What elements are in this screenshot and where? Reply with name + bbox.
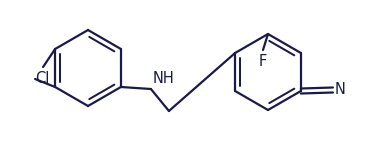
Text: N: N	[335, 82, 346, 98]
Text: NH: NH	[153, 71, 175, 86]
Text: F: F	[259, 54, 267, 69]
Text: Cl: Cl	[35, 71, 49, 86]
